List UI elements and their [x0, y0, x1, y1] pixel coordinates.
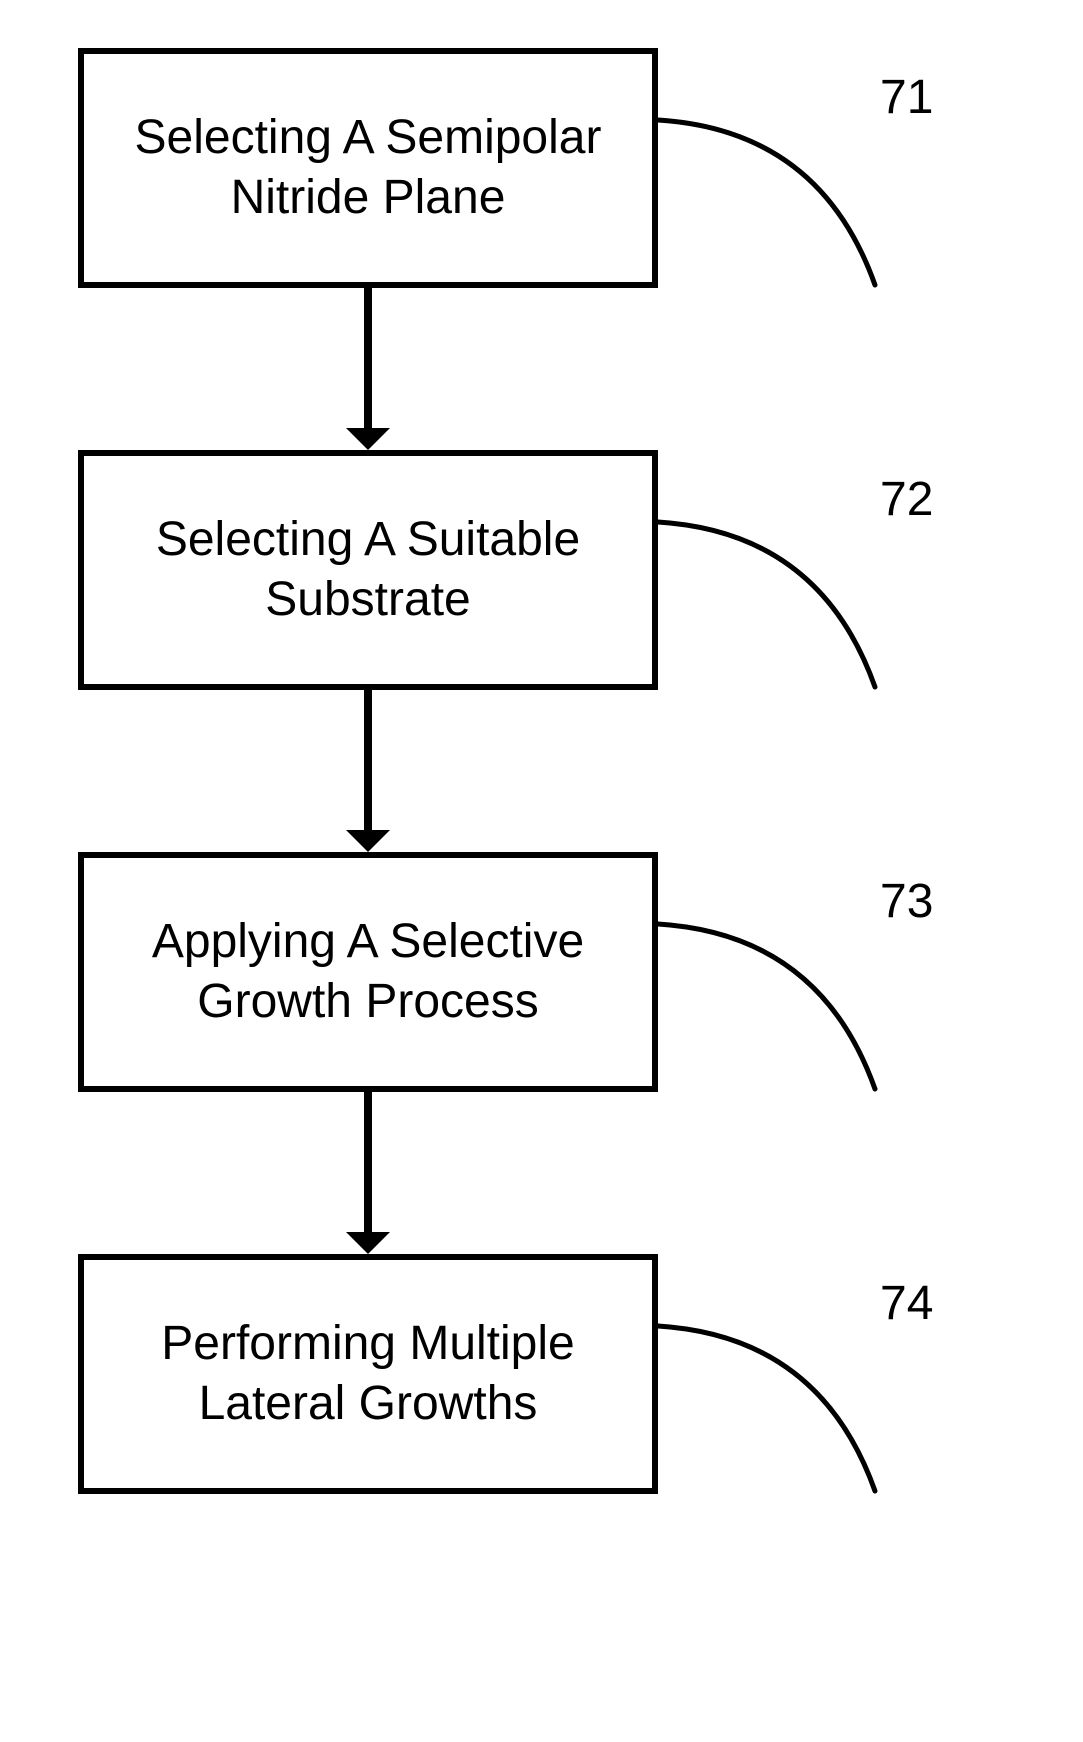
callout-curve-74 [0, 0, 1083, 1742]
flowchart-canvas: Selecting A Semipolar Nitride PlaneSelec… [0, 0, 1083, 1742]
callout-label-74: 74 [880, 1276, 933, 1331]
